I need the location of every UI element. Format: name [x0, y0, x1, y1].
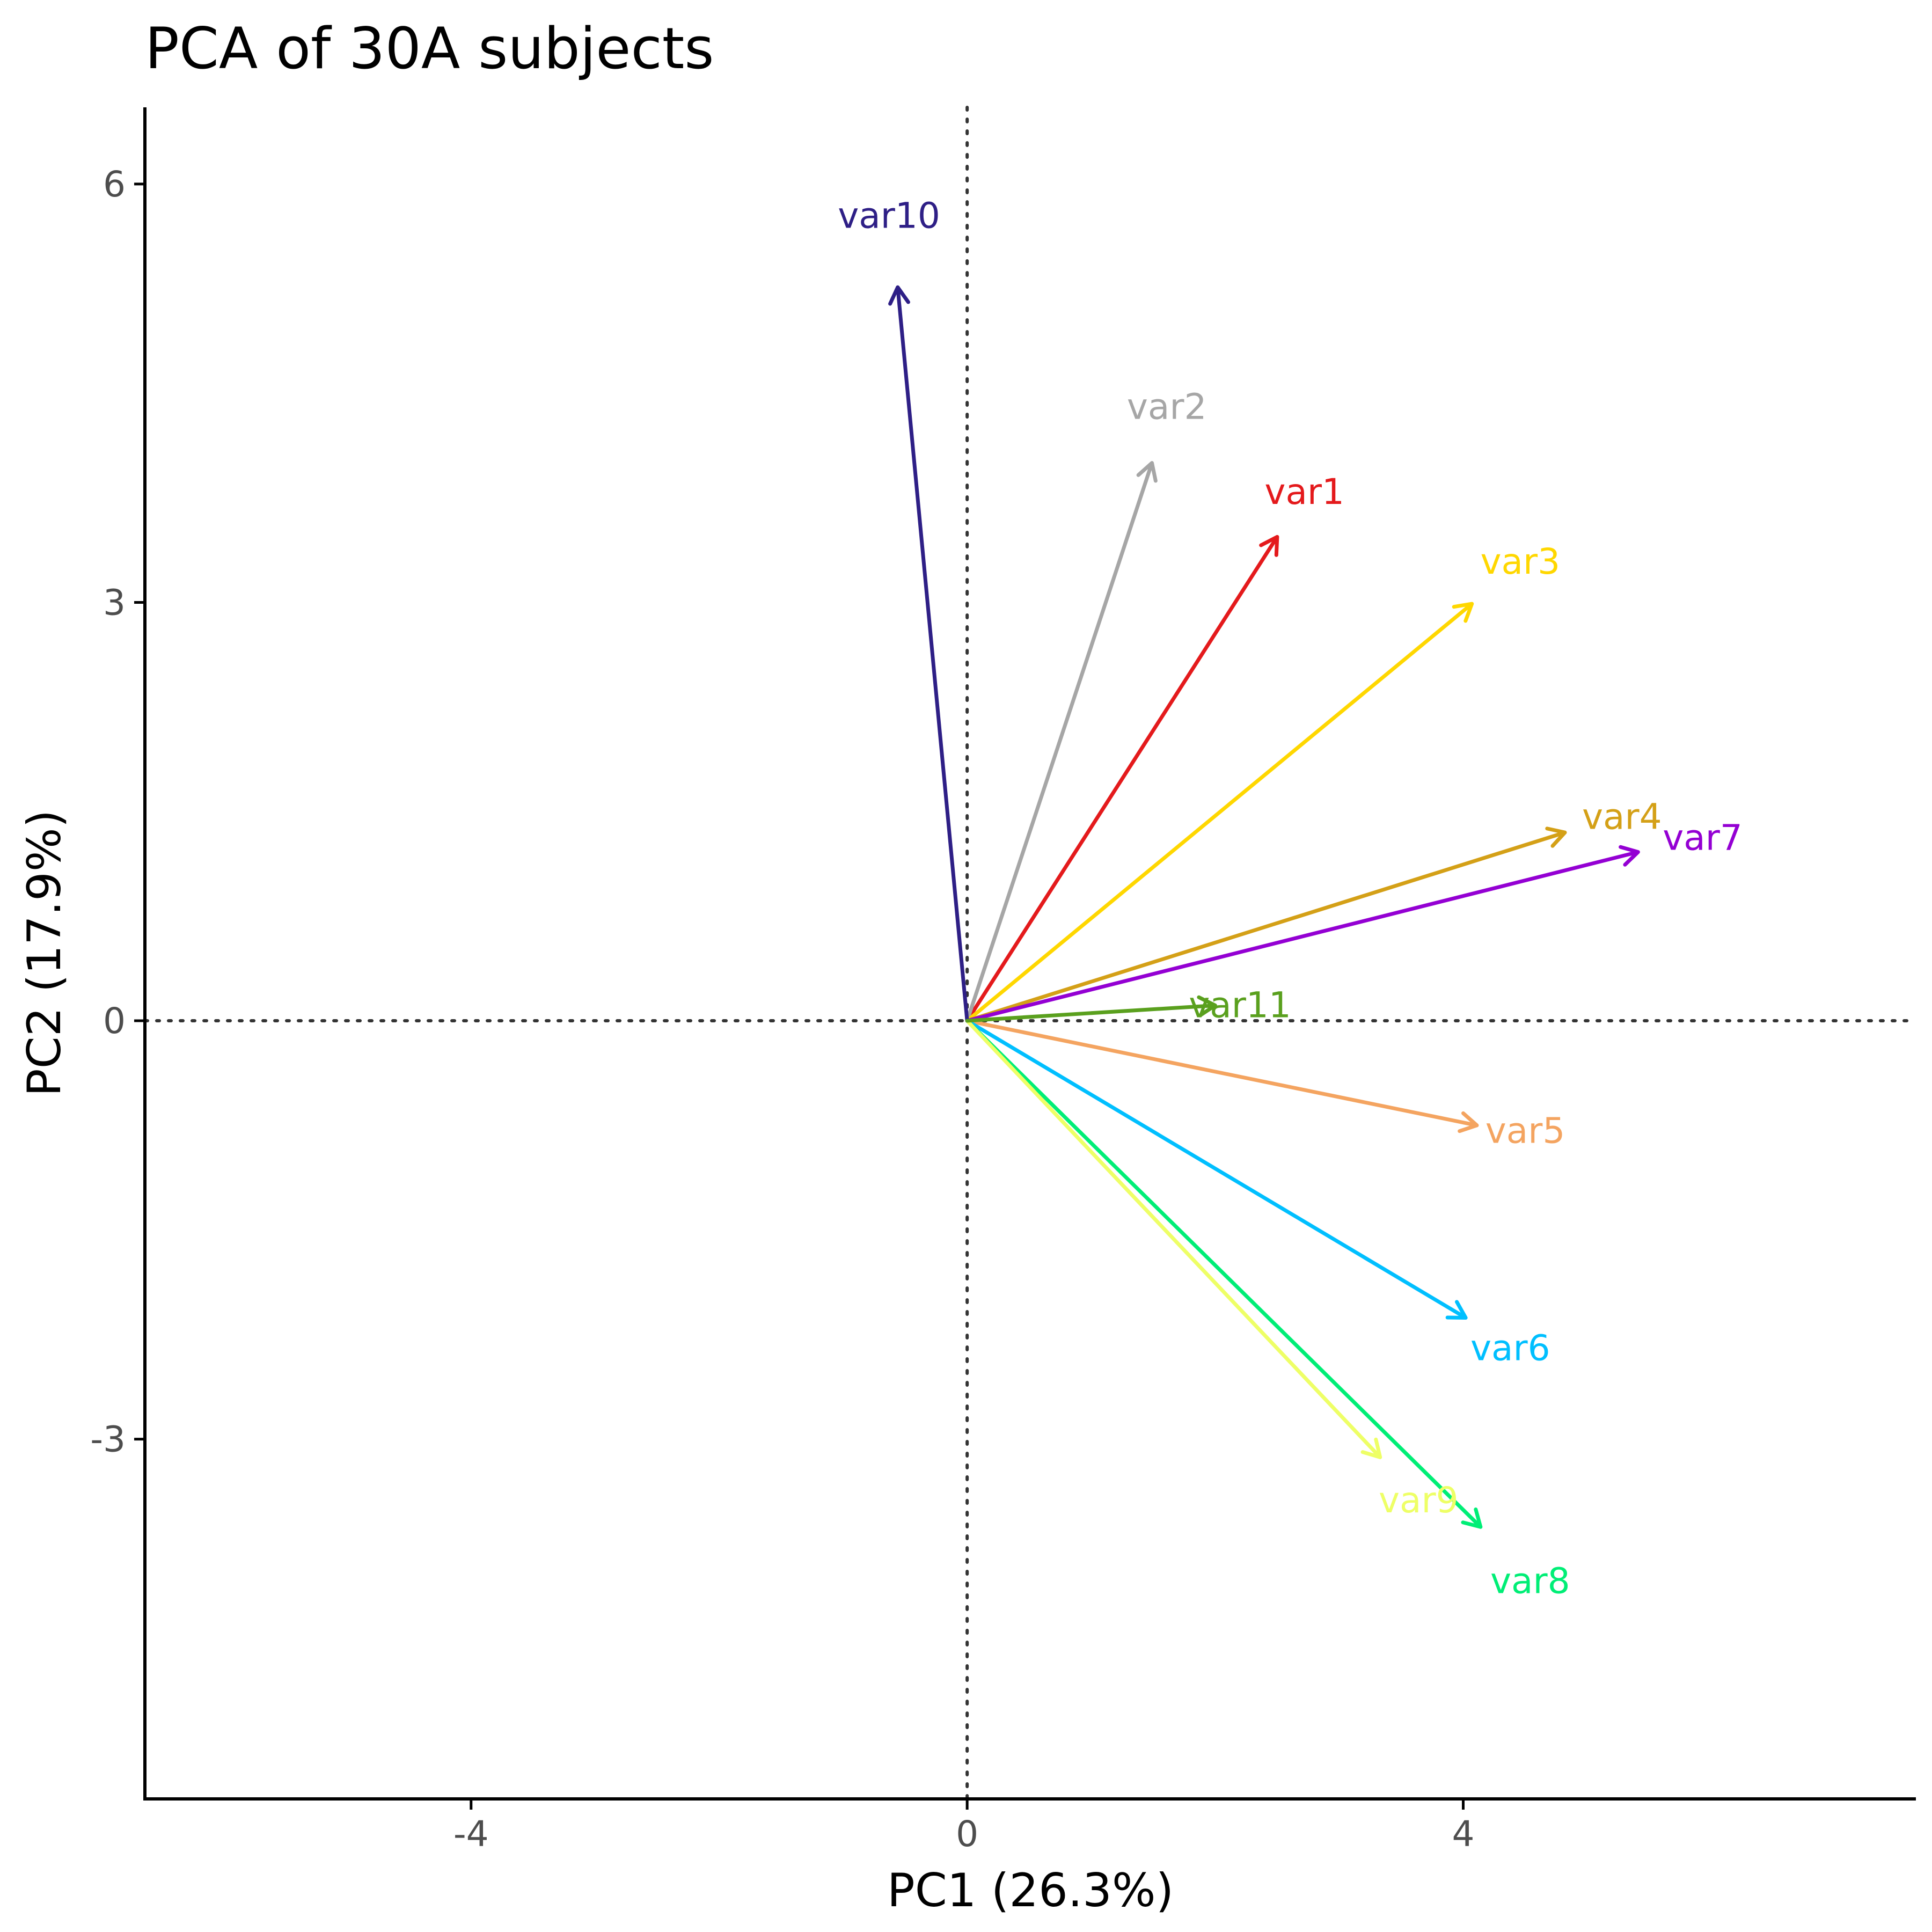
x-tick-label: 0 — [956, 1813, 978, 1855]
y-axis-title: PC2 (17.9%) — [18, 810, 71, 1096]
reference-lines — [143, 106, 1918, 1801]
vector-label-var9: var9 — [1379, 1480, 1459, 1521]
vector-var6 — [965, 1019, 1468, 1320]
vector-var3 — [965, 602, 1474, 1023]
chart-title: PCA of 30A subjects — [145, 16, 714, 82]
vector-label-var2: var2 — [1127, 386, 1207, 428]
vector-var1 — [965, 535, 1279, 1023]
vector-var5 — [965, 1019, 1479, 1133]
vector-label-var3: var3 — [1480, 541, 1560, 582]
vector-label-var8: var8 — [1490, 1561, 1570, 1602]
loading-vectors — [888, 285, 1640, 1529]
y-tick-label: 3 — [103, 582, 126, 623]
y-axis-ticks: -3 0 3 6 — [90, 164, 145, 1460]
vector-var8 — [965, 1019, 1483, 1529]
vector-label-var4: var4 — [1582, 796, 1662, 838]
vector-var2 — [965, 461, 1158, 1023]
vector-var9 — [965, 1019, 1382, 1459]
vector-label-var11: var11 — [1189, 984, 1291, 1026]
vector-label-var6: var6 — [1470, 1328, 1550, 1369]
y-tick-label: -3 — [90, 1419, 126, 1460]
x-axis-title: PC1 (26.3%) — [887, 1864, 1174, 1918]
loading-vector-labels: var1 var2 var3 var4 var5 var6 var7 var8 var9 var1… — [838, 195, 1743, 1602]
vector-var10 — [888, 285, 969, 1023]
vector-label-var5: var5 — [1485, 1110, 1565, 1151]
x-tick-label: -4 — [453, 1813, 489, 1855]
x-tick-label: 4 — [1452, 1813, 1475, 1855]
vector-var7 — [965, 845, 1640, 1023]
vector-label-var7: var7 — [1663, 817, 1743, 859]
vector-label-var10: var10 — [838, 195, 940, 237]
y-tick-label: 6 — [103, 164, 126, 205]
vector-var11 — [965, 995, 1217, 1023]
x-axis-ticks: -4 0 4 — [453, 1799, 1475, 1855]
y-tick-label: 0 — [103, 1000, 126, 1042]
vector-label-var1: var1 — [1264, 471, 1344, 513]
vector-var4 — [965, 826, 1567, 1023]
